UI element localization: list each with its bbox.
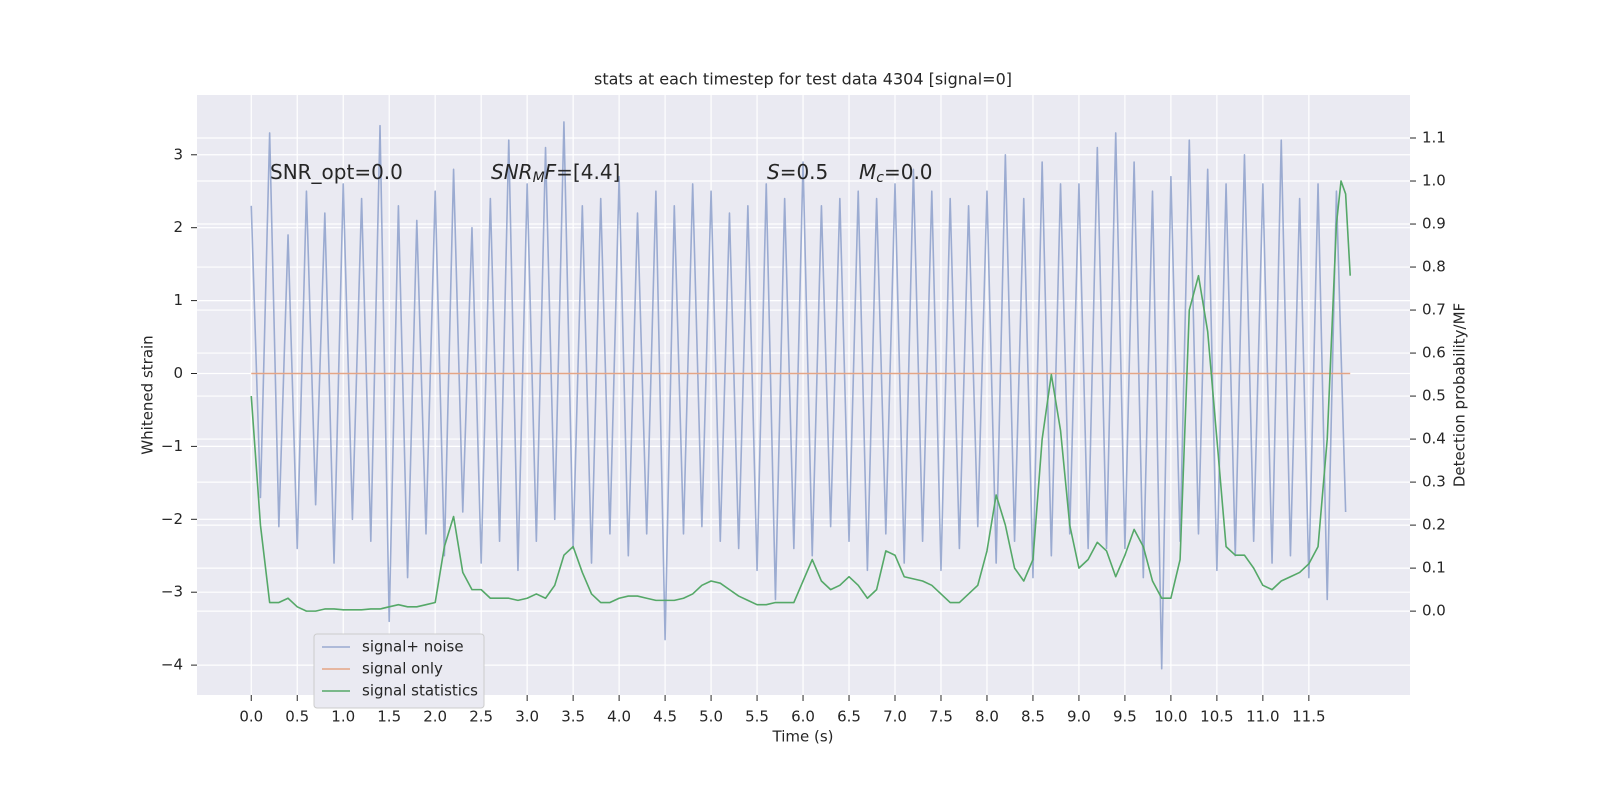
x-tick-label: 4.0 bbox=[607, 708, 631, 726]
chart-title: stats at each timestep for test data 430… bbox=[594, 70, 1012, 89]
legend: signal+ noise signal only signal statistic… bbox=[313, 633, 485, 709]
legend-label: signal statistics bbox=[362, 682, 478, 700]
y2-tick-label: 0.5 bbox=[1422, 387, 1446, 405]
y2-tick-label: 0.6 bbox=[1422, 344, 1446, 362]
series-line bbox=[250, 121, 1347, 670]
annotation: SNR_opt=0.0 bbox=[270, 160, 403, 184]
annotation-part: =[4.4] bbox=[556, 160, 620, 184]
y2-tick-label: 1.1 bbox=[1422, 129, 1446, 147]
y2-tick-label: 0.2 bbox=[1422, 516, 1446, 534]
y2-tick-label: 1.0 bbox=[1422, 172, 1446, 190]
annotation-part: c bbox=[876, 170, 884, 186]
annotation-part: M bbox=[533, 170, 545, 186]
y-tick-label: −3 bbox=[161, 583, 183, 601]
x-axis-label: Time (s) bbox=[772, 728, 834, 746]
y-tick-label: −4 bbox=[161, 656, 183, 674]
x-tick-label: 5.5 bbox=[745, 708, 769, 726]
annotation-part: F bbox=[545, 160, 557, 184]
annotation: SNRMF=[4.4] bbox=[491, 160, 620, 187]
x-tick-label: 1.5 bbox=[377, 708, 401, 726]
x-tick-label: 5.0 bbox=[699, 708, 723, 726]
legend-box bbox=[313, 633, 485, 709]
y2-tick-label: 0.9 bbox=[1422, 215, 1446, 233]
x-tick-label: 11.0 bbox=[1246, 708, 1279, 726]
x-tick-label: 4.5 bbox=[653, 708, 677, 726]
y-tick-label: 3 bbox=[173, 145, 183, 163]
x-tick-label: 2.0 bbox=[423, 708, 447, 726]
y2-tick-label: 0.0 bbox=[1422, 602, 1446, 620]
annotation-part: SNR bbox=[491, 160, 533, 184]
annotation-part: M bbox=[859, 160, 876, 184]
y2-tick-label: 0.8 bbox=[1422, 258, 1446, 276]
x-tick-label: 7.5 bbox=[929, 708, 953, 726]
x-tick-label: 0.0 bbox=[239, 708, 263, 726]
x-tick-label: 6.0 bbox=[791, 708, 815, 726]
x-tick-label: 11.5 bbox=[1292, 708, 1325, 726]
annotation-part: =0.0 bbox=[884, 160, 933, 184]
labels: 0.0 0.5 1.0 1.5 2.0 2.5 3.0 3.5 4.0 4.5 5.0 5.5 6.0 6… bbox=[161, 129, 1446, 726]
y2-tick-label: 0.7 bbox=[1422, 301, 1446, 319]
x-tick-label: 1.0 bbox=[331, 708, 355, 726]
x-tick-label: 2.5 bbox=[469, 708, 493, 726]
y-tick-label: 1 bbox=[173, 291, 183, 309]
x-tick-label: 10.0 bbox=[1154, 708, 1187, 726]
legend-label: signal+ noise bbox=[362, 638, 464, 656]
y2-tick-label: 0.3 bbox=[1422, 473, 1446, 491]
y2-tick-label: 0.1 bbox=[1422, 559, 1446, 577]
x-tick-label: 8.5 bbox=[1021, 708, 1045, 726]
annotation-part: SNR_opt=0.0 bbox=[270, 160, 403, 184]
y-tick-label: −2 bbox=[161, 510, 183, 528]
x-tick-label: 6.5 bbox=[837, 708, 861, 726]
x-tick-label: 3.0 bbox=[515, 708, 539, 726]
annotation: S=0.5 bbox=[767, 160, 828, 184]
y-tick-label: 0 bbox=[173, 364, 183, 382]
x-tick-label: 7.0 bbox=[883, 708, 907, 726]
x-tick-label: 3.5 bbox=[561, 708, 585, 726]
x-tick-label: 8.0 bbox=[975, 708, 999, 726]
annotation: Mc=0.0 bbox=[859, 160, 933, 187]
x-tick-label: 0.5 bbox=[285, 708, 309, 726]
y-tick-label: −1 bbox=[161, 437, 183, 455]
annotation-part: =0.5 bbox=[780, 160, 829, 184]
marks bbox=[250, 121, 1352, 670]
series-line bbox=[250, 180, 1352, 612]
y-tick-label: 2 bbox=[173, 218, 183, 236]
y-axis-label: Whitened strain bbox=[139, 335, 157, 454]
legend-label: signal only bbox=[362, 660, 443, 678]
annotation-part: S bbox=[767, 160, 780, 184]
y2-axis-label: Detection probability/MF bbox=[1451, 303, 1469, 487]
y2-tick-label: 0.4 bbox=[1422, 430, 1446, 448]
x-tick-label: 9.0 bbox=[1067, 708, 1091, 726]
x-tick-label: 9.5 bbox=[1113, 708, 1137, 726]
x-tick-label: 10.5 bbox=[1200, 708, 1233, 726]
